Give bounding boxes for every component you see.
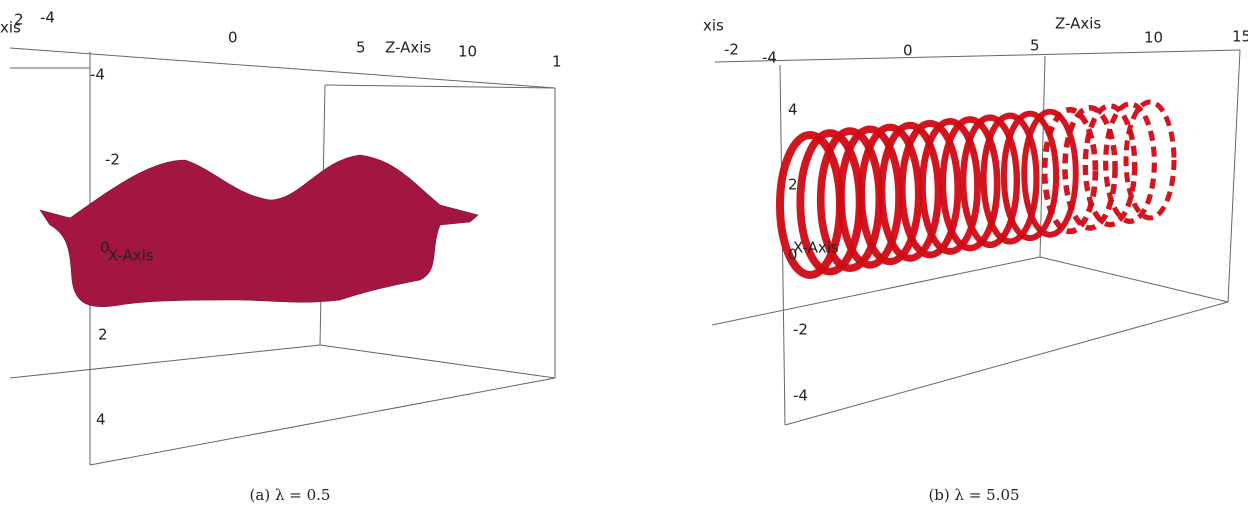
- axis-label: -4: [90, 66, 105, 84]
- axis-label: X-Axis: [793, 239, 839, 257]
- caption: (b) λ = 5.05: [928, 486, 1019, 504]
- axis-label: 2: [14, 11, 24, 29]
- isosurface-b: [780, 102, 1174, 275]
- axis-label: 1: [552, 53, 562, 71]
- axis-label: 10: [458, 43, 477, 61]
- caption: (a) λ = 0.5: [250, 486, 331, 504]
- figure: xis 2 -4 0 5 Z-Axis 10 1 -4 -2 0 X-Axis 2 4 (a) λ = 0.…: [0, 0, 1248, 508]
- axis-label: -4: [762, 49, 777, 67]
- axis-label: 5: [356, 39, 366, 57]
- axis-label: 15: [1232, 28, 1248, 46]
- isosurface-a: [40, 155, 478, 307]
- axis-label: 4: [788, 101, 798, 119]
- axis-label: 10: [1144, 29, 1163, 47]
- axis-label: -4: [40, 9, 55, 27]
- axis-label: -2: [793, 321, 808, 339]
- axis-label: 2: [98, 326, 108, 344]
- axis-label: xis: [703, 17, 724, 35]
- axis-label: 4: [96, 411, 106, 429]
- axis-label: Z-Axis: [1055, 15, 1101, 33]
- axis-label: 5: [1030, 37, 1040, 55]
- axis-label: 0: [228, 29, 238, 47]
- axis-label: X-Axis: [108, 247, 154, 265]
- axis-label: 2: [788, 176, 798, 194]
- axis-label: -4: [793, 387, 808, 405]
- axis-label: Z-Axis: [385, 39, 431, 57]
- axis-label: 0: [903, 42, 913, 60]
- axis-label: -2: [724, 41, 739, 59]
- axis-label: -2: [105, 151, 120, 169]
